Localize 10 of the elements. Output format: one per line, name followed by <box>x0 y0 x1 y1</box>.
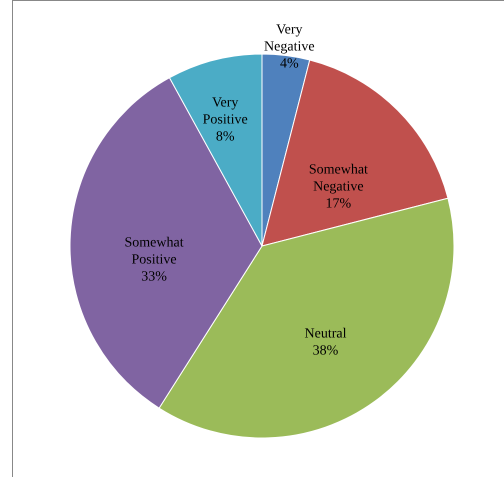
data-label: 33% <box>141 270 168 285</box>
data-label: 4% <box>280 56 299 72</box>
data-label: 17% <box>326 196 352 212</box>
slice-label: Somewhat Negative <box>308 162 368 195</box>
data-label: 8% <box>216 130 235 145</box>
data-label: 38% <box>312 343 339 358</box>
slice-label: Somewhat Positive <box>124 236 184 268</box>
slice-label: Neutral <box>304 326 347 342</box>
slice-label: Very Positive <box>202 96 248 128</box>
slice-label: Very Negative <box>264 22 315 55</box>
